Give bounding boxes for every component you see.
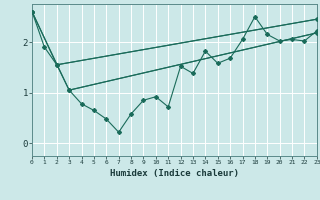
X-axis label: Humidex (Indice chaleur): Humidex (Indice chaleur) — [110, 169, 239, 178]
